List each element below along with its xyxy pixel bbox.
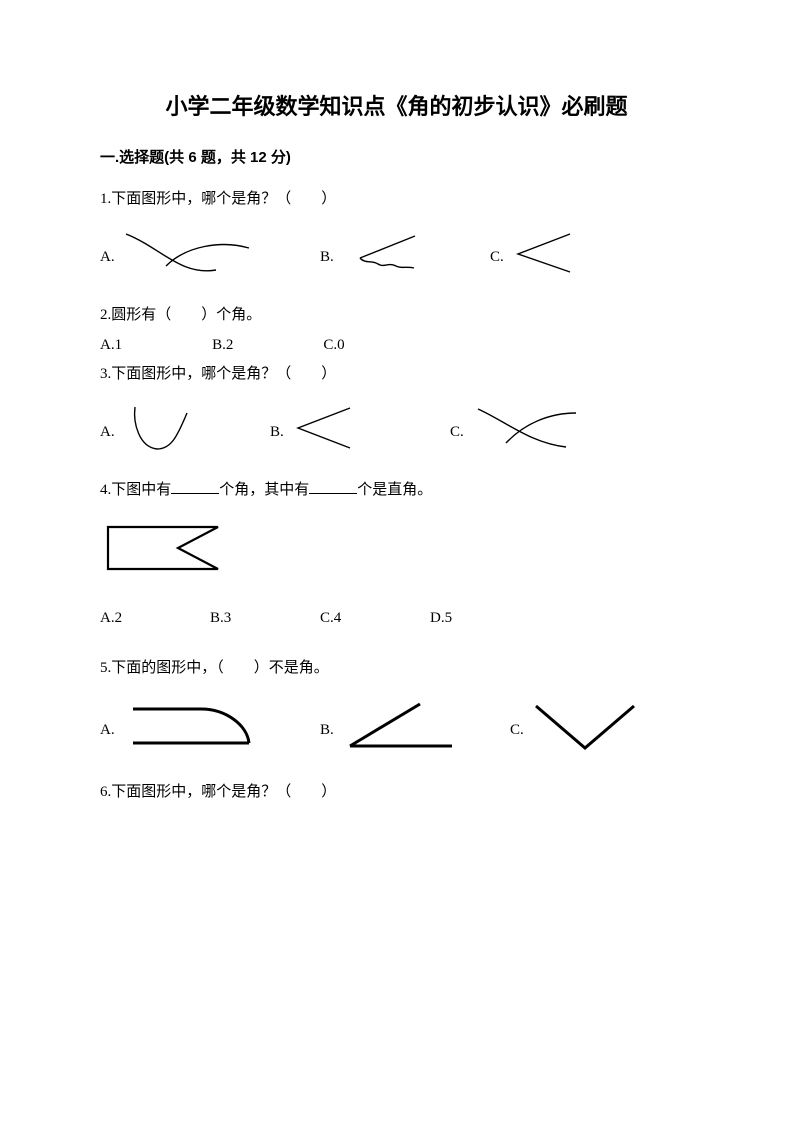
q1-optA-label: A. (100, 246, 115, 269)
q4-blank2 (309, 480, 357, 494)
q3-text: 3.下面图形中，哪个是角？（ ） (100, 363, 693, 386)
q3-optB: B. (270, 406, 450, 458)
q5-figC (530, 702, 640, 760)
q2-text: 2.圆形有（ ）个角。 (100, 304, 693, 327)
page-title: 小学二年级数学知识点《角的初步认识》必刷题 (100, 90, 693, 123)
question-1: 1.下面图形中，哪个是角？（ ） A. B. C. (100, 188, 693, 286)
q3-optC: C. (450, 403, 580, 461)
q4-optC: C.4 (320, 607, 430, 630)
q1-optC: C. (490, 232, 580, 282)
q1-optB: B. (320, 232, 490, 282)
q3-optB-label: B. (270, 421, 284, 444)
q3-optA: A. (100, 403, 270, 461)
q3-figB (290, 406, 360, 458)
q1-choices: A. B. C. (100, 228, 693, 286)
q5-optA-label: A. (100, 719, 115, 742)
q5-optC: C. (510, 702, 640, 760)
q2-choices: A.1 B.2 C.0 (100, 334, 693, 357)
q5-figA (121, 703, 261, 759)
q3-optC-label: C. (450, 421, 464, 444)
q5-text: 5.下面的图形中，（ ）不是角。 (100, 657, 693, 680)
q4-blank1 (171, 480, 219, 494)
q4-optD: D.5 (430, 607, 540, 630)
q5-optB: B. (320, 702, 510, 760)
q5-choices: A. B. C. (100, 702, 693, 760)
question-3: 3.下面图形中，哪个是角？（ ） A. B. C. (100, 363, 693, 461)
q2-optA: A.1 (100, 334, 122, 357)
q2-optB: B.2 (212, 334, 233, 357)
q1-text: 1.下面图形中，哪个是角？（ ） (100, 188, 693, 211)
q5-optC-label: C. (510, 719, 524, 742)
question-6: 6.下面图形中，哪个是角？（ ） (100, 781, 693, 804)
q6-text: 6.下面图形中，哪个是角？（ ） (100, 781, 693, 804)
q5-figB (340, 702, 460, 760)
q1-optB-label: B. (320, 246, 334, 269)
q4-optB: B.3 (210, 607, 320, 630)
q3-figA (121, 403, 201, 461)
q1-optA: A. (100, 228, 320, 286)
q4-post: 个是直角。 (357, 482, 432, 498)
q3-optA-label: A. (100, 421, 115, 444)
q5-optB-label: B. (320, 719, 334, 742)
section-heading: 一.选择题(共 6 题，共 12 分) (100, 147, 693, 170)
q4-pre: 4.下图中有 (100, 482, 171, 498)
q4-text: 4.下图中有 个角，其中有 个是直角。 (100, 479, 693, 502)
q2-optC: C.0 (323, 334, 344, 357)
question-5: 5.下面的图形中，（ ）不是角。 A. B. C. (100, 657, 693, 759)
q1-figB (340, 232, 430, 282)
q4-choices: A.2 B.3 C.4 D.5 (100, 607, 693, 630)
question-4: 4.下图中有 个角，其中有 个是直角。 A.2 B.3 C.4 D.5 (100, 479, 693, 630)
q4-mid: 个角，其中有 (219, 482, 309, 498)
q4-figure (100, 519, 693, 585)
q4-optA: A.2 (100, 607, 210, 630)
q3-figC (470, 403, 580, 461)
q5-optA: A. (100, 703, 320, 759)
q3-choices: A. B. C. (100, 403, 693, 461)
q1-figA (121, 228, 251, 286)
q1-optC-label: C. (490, 246, 504, 269)
q1-figC (510, 232, 580, 282)
question-2: 2.圆形有（ ）个角。 A.1 B.2 C.0 (100, 304, 693, 357)
